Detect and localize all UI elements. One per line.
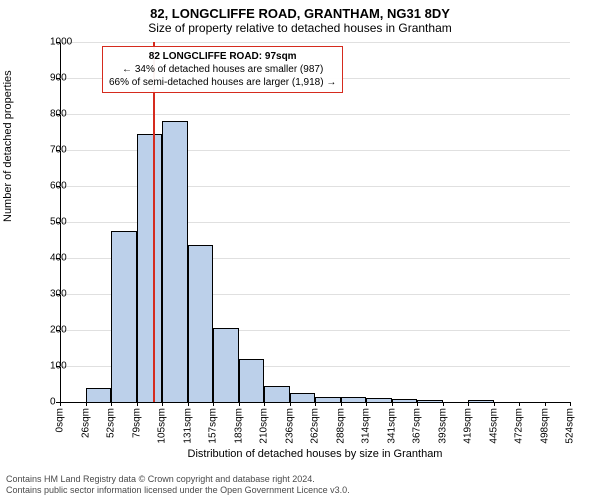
- y-tick-label: 100: [50, 361, 52, 372]
- x-tick-mark: [570, 402, 571, 406]
- histogram-bar: [239, 359, 265, 402]
- y-axis-label: Number of detached properties: [2, 70, 14, 222]
- x-tick-label: 341sqm: [386, 408, 397, 444]
- x-tick-mark: [60, 402, 61, 406]
- x-tick-label: 367sqm: [412, 408, 423, 444]
- histogram-bar: [392, 399, 418, 402]
- footer-text: Contains HM Land Registry data © Crown c…: [6, 474, 350, 496]
- x-tick-label: 183sqm: [233, 408, 244, 444]
- x-tick-label: 105sqm: [157, 408, 168, 444]
- x-tick-label: 210sqm: [259, 408, 270, 444]
- y-tick-label: 200: [50, 325, 52, 336]
- x-tick-label: 498sqm: [539, 408, 550, 444]
- x-tick-mark: [545, 402, 546, 406]
- x-tick-label: 131sqm: [182, 408, 193, 444]
- x-tick-mark: [264, 402, 265, 406]
- x-tick-mark: [188, 402, 189, 406]
- histogram-bar: [162, 121, 188, 402]
- gridline: [60, 42, 570, 43]
- x-axis-label: Distribution of detached houses by size …: [60, 448, 570, 460]
- x-tick-mark: [86, 402, 87, 406]
- x-tick-label: 524sqm: [565, 408, 576, 444]
- x-tick-label: 262sqm: [310, 408, 321, 444]
- y-tick-label: 900: [50, 73, 52, 84]
- y-tick-label: 700: [50, 145, 52, 156]
- annotation-line2: ← 34% of detached houses are smaller (98…: [109, 63, 336, 76]
- x-tick-mark: [366, 402, 367, 406]
- chart-container: 82, LONGCLIFFE ROAD, GRANTHAM, NG31 8DY …: [0, 0, 600, 500]
- y-tick-label: 1000: [50, 37, 52, 48]
- annotation-box: 82 LONGCLIFFE ROAD: 97sqm ← 34% of detac…: [102, 46, 343, 93]
- x-tick-label: 314sqm: [361, 408, 372, 444]
- title-main: 82, LONGCLIFFE ROAD, GRANTHAM, NG31 8DY: [0, 0, 600, 21]
- x-tick-mark: [519, 402, 520, 406]
- histogram-bar: [290, 393, 316, 402]
- x-tick-mark: [494, 402, 495, 406]
- y-tick-label: 600: [50, 181, 52, 192]
- x-tick-label: 419sqm: [463, 408, 474, 444]
- chart-area: 0sqm26sqm52sqm79sqm105sqm131sqm157sqm183…: [60, 42, 570, 402]
- x-tick-label: 79sqm: [131, 408, 142, 438]
- histogram-bar: [341, 397, 367, 402]
- x-tick-label: 157sqm: [208, 408, 219, 444]
- histogram-bar: [315, 397, 341, 402]
- histogram-bar: [111, 231, 137, 402]
- histogram-bar: [468, 400, 494, 402]
- histogram-bar: [366, 398, 392, 402]
- histogram-bar: [188, 245, 214, 402]
- y-tick-label: 300: [50, 289, 52, 300]
- x-tick-mark: [443, 402, 444, 406]
- x-tick-mark: [137, 402, 138, 406]
- x-tick-mark: [341, 402, 342, 406]
- x-tick-label: 26sqm: [80, 408, 91, 438]
- plot-region: 0sqm26sqm52sqm79sqm105sqm131sqm157sqm183…: [60, 42, 570, 402]
- x-tick-mark: [315, 402, 316, 406]
- x-tick-mark: [392, 402, 393, 406]
- x-tick-mark: [290, 402, 291, 406]
- x-tick-label: 0sqm: [55, 408, 66, 432]
- x-tick-label: 472sqm: [514, 408, 525, 444]
- footer-line2: Contains public sector information licen…: [6, 485, 350, 496]
- histogram-bar: [86, 388, 112, 402]
- x-tick-mark: [213, 402, 214, 406]
- y-tick-label: 500: [50, 217, 52, 228]
- histogram-bar: [213, 328, 239, 402]
- annotation-line3: 66% of semi-detached houses are larger (…: [109, 76, 336, 89]
- x-tick-mark: [468, 402, 469, 406]
- gridline: [60, 114, 570, 115]
- y-tick-label: 0: [50, 397, 52, 408]
- x-tick-mark: [111, 402, 112, 406]
- title-sub: Size of property relative to detached ho…: [0, 21, 600, 37]
- x-tick-label: 236sqm: [284, 408, 295, 444]
- x-tick-mark: [239, 402, 240, 406]
- y-tick-label: 400: [50, 253, 52, 264]
- y-tick-label: 800: [50, 109, 52, 120]
- annotation-line1: 82 LONGCLIFFE ROAD: 97sqm: [109, 50, 336, 63]
- histogram-bar: [417, 400, 443, 402]
- x-tick-mark: [417, 402, 418, 406]
- x-tick-mark: [162, 402, 163, 406]
- histogram-bar: [264, 386, 290, 402]
- x-tick-label: 52sqm: [106, 408, 117, 438]
- marker-line: [153, 42, 155, 402]
- footer-line1: Contains HM Land Registry data © Crown c…: [6, 474, 350, 485]
- histogram-bar: [137, 134, 163, 402]
- x-tick-label: 393sqm: [437, 408, 448, 444]
- x-tick-label: 445sqm: [488, 408, 499, 444]
- x-tick-label: 288sqm: [335, 408, 346, 444]
